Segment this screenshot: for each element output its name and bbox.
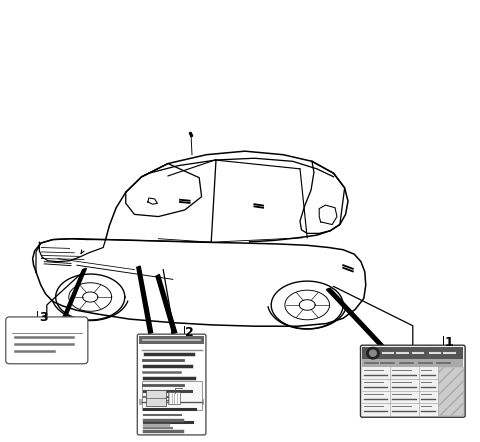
Bar [142, 381, 202, 410]
Text: 2: 2 [185, 326, 194, 339]
Polygon shape [56, 268, 86, 333]
Circle shape [370, 350, 376, 356]
Text: 3: 3 [39, 311, 48, 324]
Circle shape [367, 347, 379, 359]
Bar [438, 367, 463, 415]
FancyBboxPatch shape [6, 317, 88, 364]
FancyBboxPatch shape [137, 334, 206, 435]
Bar [168, 392, 180, 404]
Bar [139, 336, 204, 344]
Polygon shape [326, 288, 384, 348]
FancyBboxPatch shape [360, 345, 465, 417]
Text: 1: 1 [444, 336, 453, 349]
Bar [139, 399, 204, 405]
Polygon shape [156, 274, 177, 334]
Bar [146, 390, 166, 406]
Bar [362, 359, 463, 367]
Bar [362, 347, 463, 359]
Polygon shape [137, 266, 153, 334]
